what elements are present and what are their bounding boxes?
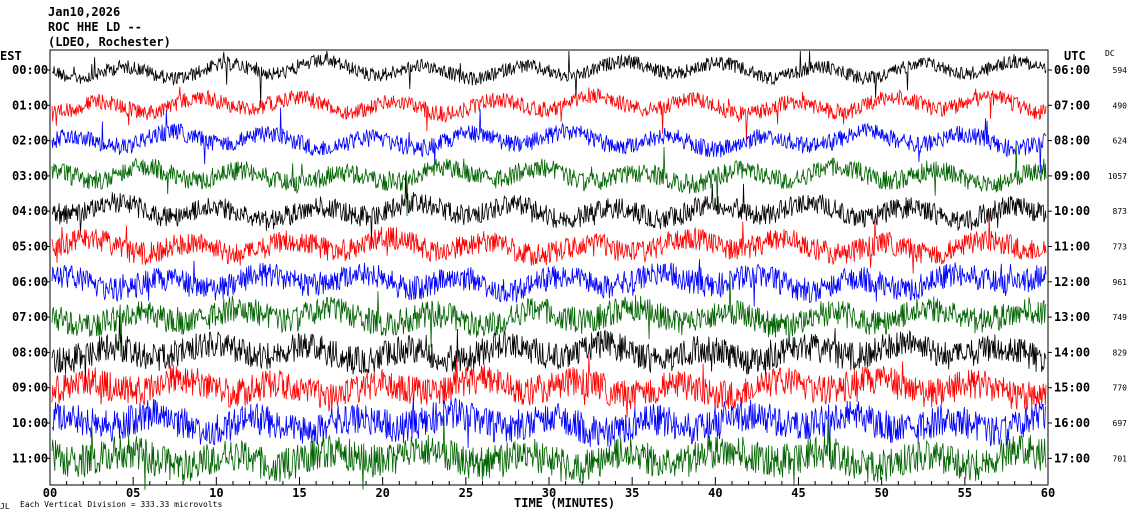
utc-tick-label: 06:00 bbox=[1054, 63, 1090, 77]
chart-station: ROC HHE LD -- bbox=[48, 20, 142, 34]
x-tick-label: 00 bbox=[43, 486, 57, 500]
dc-value-label: 829 bbox=[1113, 348, 1128, 357]
est-tick-label: 09:00 bbox=[12, 381, 48, 395]
x-tick-label: 20 bbox=[375, 486, 389, 500]
trace-0500 bbox=[51, 212, 1047, 274]
utc-tick-label: 12:00 bbox=[1054, 275, 1090, 289]
x-axis-label: TIME (MINUTES) bbox=[514, 496, 615, 510]
trace-0700 bbox=[51, 277, 1047, 357]
utc-tick-label: 10:00 bbox=[1054, 204, 1090, 218]
est-tick-label: 06:00 bbox=[12, 275, 48, 289]
dc-value-label: 770 bbox=[1113, 384, 1128, 393]
dc-value-label: 624 bbox=[1113, 137, 1128, 146]
trace-0200 bbox=[51, 107, 1047, 174]
x-tick-label: 30 bbox=[542, 486, 556, 500]
x-tick-label: 10 bbox=[209, 486, 223, 500]
x-tick-label: 25 bbox=[459, 486, 473, 500]
est-tick-label: 02:00 bbox=[12, 134, 48, 148]
x-tick-label: 60 bbox=[1041, 486, 1055, 500]
utc-tick-label: 09:00 bbox=[1054, 169, 1090, 183]
dc-value-label: 749 bbox=[1113, 313, 1128, 322]
trace-0000 bbox=[52, 50, 1047, 106]
utc-tick-label: 08:00 bbox=[1054, 134, 1090, 148]
x-tick-label: 40 bbox=[708, 486, 722, 500]
dc-value-label: 490 bbox=[1113, 101, 1128, 110]
dc-value-label: 773 bbox=[1113, 243, 1128, 252]
plot-frame bbox=[49, 49, 1049, 486]
utc-tick-label: 07:00 bbox=[1054, 98, 1090, 112]
utc-tick-label: 16:00 bbox=[1054, 416, 1090, 430]
vertical-division-note: Each Vertical Division = 333.33 microvol… bbox=[20, 500, 222, 509]
dc-value-label: 1057 bbox=[1108, 172, 1127, 181]
est-tick-label: 04:00 bbox=[12, 204, 48, 218]
est-tick-label: 08:00 bbox=[12, 345, 48, 359]
trace-1000 bbox=[51, 396, 1047, 462]
est-axis-title: EST bbox=[0, 49, 22, 63]
est-tick-label: 11:00 bbox=[12, 451, 48, 465]
utc-tick-label: 13:00 bbox=[1054, 310, 1090, 324]
dc-value-label: 961 bbox=[1113, 278, 1128, 287]
x-tick-label: 05 bbox=[126, 486, 140, 500]
traces-group bbox=[51, 50, 1047, 490]
est-tick-label: 01:00 bbox=[12, 98, 48, 112]
est-tick-label: 07:00 bbox=[12, 310, 48, 324]
dc-value-label: 873 bbox=[1113, 207, 1128, 216]
chart-date: Jan10,2026 bbox=[48, 5, 120, 19]
trace-0300 bbox=[51, 144, 1047, 217]
est-tick-label: 00:00 bbox=[12, 63, 48, 77]
x-tick-label: 35 bbox=[625, 486, 639, 500]
x-tick-label: 45 bbox=[791, 486, 805, 500]
row-labels-group: 00:00 06:00 594 01:00 07:00 490 02:00 08:00 624 0… bbox=[12, 63, 1127, 465]
est-tick-label: 03:00 bbox=[12, 169, 48, 183]
utc-tick-label: 11:00 bbox=[1054, 240, 1090, 254]
x-tick-label: 50 bbox=[874, 486, 888, 500]
dc-axis-title: DC bbox=[1105, 49, 1115, 58]
est-tick-label: 05:00 bbox=[12, 240, 48, 254]
x-tick-label: 15 bbox=[292, 486, 306, 500]
footer-mark: JL bbox=[0, 502, 10, 511]
chart-network: (LDEO, Rochester) bbox=[48, 35, 171, 49]
trace-0400 bbox=[51, 174, 1047, 244]
dc-value-label: 594 bbox=[1113, 66, 1128, 75]
utc-tick-label: 14:00 bbox=[1054, 345, 1090, 359]
trace-1100 bbox=[51, 415, 1047, 490]
x-axis-group: 00 05 10 15 20 25 30 35 40 45 50 55 60 bbox=[43, 477, 1055, 500]
x-tick-label: 55 bbox=[958, 486, 972, 500]
utc-tick-label: 17:00 bbox=[1054, 451, 1090, 465]
est-tick-label: 10:00 bbox=[12, 416, 48, 430]
dc-value-label: 701 bbox=[1113, 454, 1128, 463]
utc-axis-title: UTC bbox=[1064, 49, 1086, 63]
trace-0100 bbox=[51, 86, 1047, 141]
dc-value-label: 697 bbox=[1113, 419, 1128, 428]
utc-tick-label: 15:00 bbox=[1054, 381, 1090, 395]
trace-0800 bbox=[51, 315, 1047, 383]
trace-0900 bbox=[51, 355, 1047, 418]
trace-0600 bbox=[51, 259, 1047, 307]
